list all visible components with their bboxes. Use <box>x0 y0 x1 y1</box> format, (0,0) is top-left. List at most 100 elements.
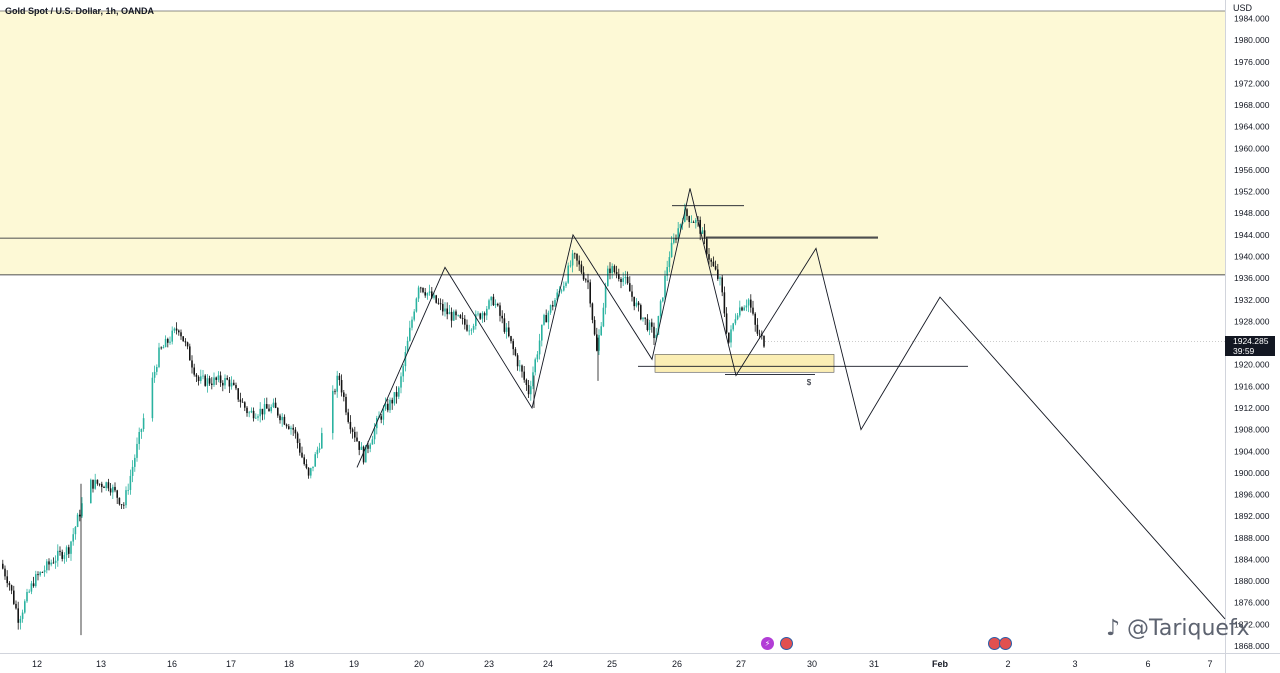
time-axis-label: 16 <box>167 659 177 669</box>
candle-body <box>248 412 250 414</box>
candle-body <box>310 468 312 476</box>
candle-body <box>560 290 563 292</box>
candle-body <box>653 326 655 339</box>
candle-body <box>8 583 11 586</box>
candle-body <box>701 230 704 234</box>
candle-body <box>585 279 587 281</box>
candle-body <box>233 382 235 386</box>
candle-body <box>336 375 338 392</box>
candle-body <box>303 457 305 465</box>
candle-body <box>70 541 72 554</box>
candle-body <box>136 443 138 458</box>
us-flag-event-icon[interactable] <box>999 637 1012 650</box>
price-axis-label: 1868.000 <box>1234 641 1270 651</box>
candle-body <box>294 429 297 434</box>
candle-body <box>494 303 497 306</box>
candle-body <box>360 446 363 450</box>
candle-body <box>178 330 180 333</box>
candle-body <box>593 319 596 335</box>
candle-body <box>668 257 671 268</box>
candle-body <box>127 489 129 491</box>
candle-body <box>24 601 26 613</box>
candle-body <box>648 322 651 331</box>
candle-body <box>270 406 272 412</box>
candle-body <box>483 313 486 316</box>
candle-body <box>43 570 46 573</box>
candle-body <box>175 328 178 331</box>
candle-body <box>382 409 385 420</box>
candle-body <box>754 313 756 325</box>
candle-body <box>365 445 367 463</box>
candle-body <box>189 346 191 361</box>
candle-body <box>369 444 371 449</box>
candle-body <box>457 315 459 316</box>
candle-body <box>50 562 52 565</box>
candle-body <box>646 318 649 331</box>
candle-body <box>389 399 391 411</box>
candle-body <box>103 486 105 489</box>
candle-body <box>61 551 63 559</box>
candle-body <box>134 457 136 467</box>
candle-body <box>371 439 374 445</box>
candle-body <box>277 407 279 416</box>
candle-body <box>571 253 574 266</box>
symbol-title[interactable]: Gold Spot / U.S. Dollar, 1h, OANDA <box>5 6 155 16</box>
candle-body <box>554 299 556 307</box>
price-axis-label: 1908.000 <box>1234 425 1270 435</box>
candle-body <box>393 392 396 404</box>
candle-body <box>626 276 629 284</box>
price-axis-label: 1964.000 <box>1234 122 1270 132</box>
candle-body <box>536 354 539 360</box>
candle-body <box>637 302 640 306</box>
candle-body <box>164 338 167 348</box>
price-axis-label: 1948.000 <box>1234 208 1270 218</box>
candle-body <box>123 504 125 506</box>
candle-body <box>312 466 314 469</box>
candle-body <box>721 277 723 293</box>
candle-body <box>186 342 189 347</box>
candle-body <box>675 238 677 240</box>
candle-body <box>57 550 59 561</box>
candle-body <box>338 375 341 381</box>
time-axis-label: 25 <box>607 659 617 669</box>
candle-body <box>41 572 44 573</box>
candle-body <box>173 328 176 331</box>
candle-body <box>52 562 55 564</box>
candle-body <box>664 275 666 298</box>
candle-body <box>692 221 695 223</box>
price-axis-label: 1872.000 <box>1234 619 1270 629</box>
candle-body <box>358 441 360 450</box>
candle-body <box>477 313 479 315</box>
candle-body <box>4 568 6 577</box>
candle-body <box>332 390 334 434</box>
candle-body <box>587 280 589 283</box>
candle-body <box>552 305 554 307</box>
candle-body <box>259 408 261 417</box>
candle-body <box>321 433 323 449</box>
candle-body <box>340 380 343 393</box>
candle-body <box>13 590 15 604</box>
us-flag-event-icon[interactable] <box>780 637 793 650</box>
time-axis-label: 13 <box>96 659 106 669</box>
candle-body <box>224 378 226 386</box>
candle-body <box>433 295 435 298</box>
price-axis-label: 1976.000 <box>1234 57 1270 67</box>
candle-body <box>211 383 213 385</box>
candle-body <box>488 300 490 309</box>
candle-body <box>545 315 547 323</box>
candle-body <box>631 291 633 297</box>
candle-body <box>534 359 536 373</box>
candle-body <box>651 322 653 327</box>
candle-body <box>318 448 321 450</box>
candle-body <box>17 608 19 623</box>
candle-body <box>131 466 134 476</box>
candle-body <box>609 268 611 274</box>
candle-body <box>607 268 609 287</box>
price-axis-label: 1880.000 <box>1234 576 1270 586</box>
candle-body <box>510 336 512 342</box>
candle-body <box>193 367 195 375</box>
flash-event-icon[interactable]: ⚡ <box>761 637 774 650</box>
candle-body <box>415 298 418 312</box>
